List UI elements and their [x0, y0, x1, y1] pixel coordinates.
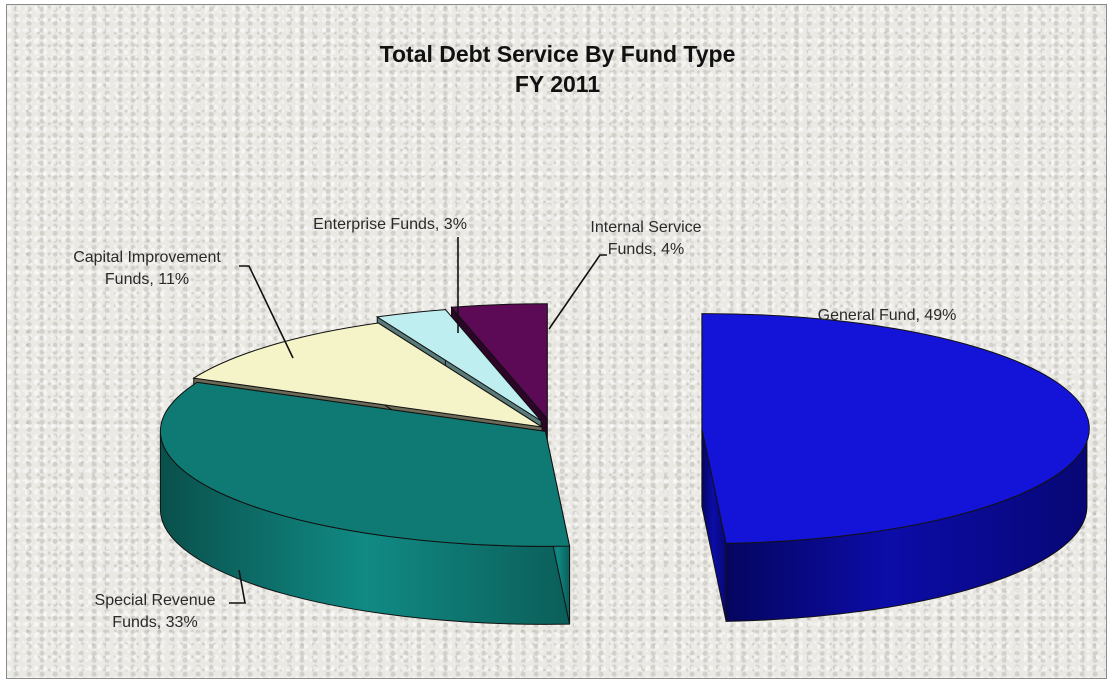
chart-subtitle: FY 2011 [514, 71, 601, 97]
slice-label-line: Funds, 4% [608, 241, 684, 258]
slice-label: Special Revenue Funds, 33% [95, 592, 216, 631]
slice-label-line: Funds, 33% [112, 614, 197, 631]
pie-slice [701, 313, 1090, 622]
pie-slice [159, 381, 571, 625]
slice-label: Internal Service Funds, 4% [590, 219, 701, 258]
pie-slice-top [192, 322, 543, 428]
pie-slice-top [701, 313, 1090, 544]
slice-label-line: General Fund, 49% [818, 307, 957, 324]
pie-slice-top [450, 303, 548, 421]
slice-label: General Fund, 49% [818, 307, 957, 324]
leader-line [229, 569, 246, 604]
chart-frame: Total Debt Service By Fund Type FY 2011 … [6, 4, 1107, 679]
pie-chart: General Fund, 49% Special Revenue Funds, 3… [73, 216, 1090, 631]
slice-label-line: Internal Service [590, 219, 701, 236]
slice-label-line: Special Revenue [95, 592, 216, 609]
slice-label-line: Funds, 11% [105, 271, 189, 288]
slice-label: Capital Improvement Funds, 11% [73, 249, 221, 288]
pie-slice-top [375, 309, 542, 422]
slice-label: Enterprise Funds, 3% [313, 216, 467, 233]
leader-line [548, 254, 607, 330]
slice-label-line: Enterprise Funds, 3% [313, 216, 467, 233]
leader-line [239, 265, 294, 359]
slice-label-line: Capital Improvement [73, 249, 221, 266]
chart-title: Total Debt Service By Fund Type [379, 41, 736, 67]
pie-slice-top [159, 381, 571, 547]
